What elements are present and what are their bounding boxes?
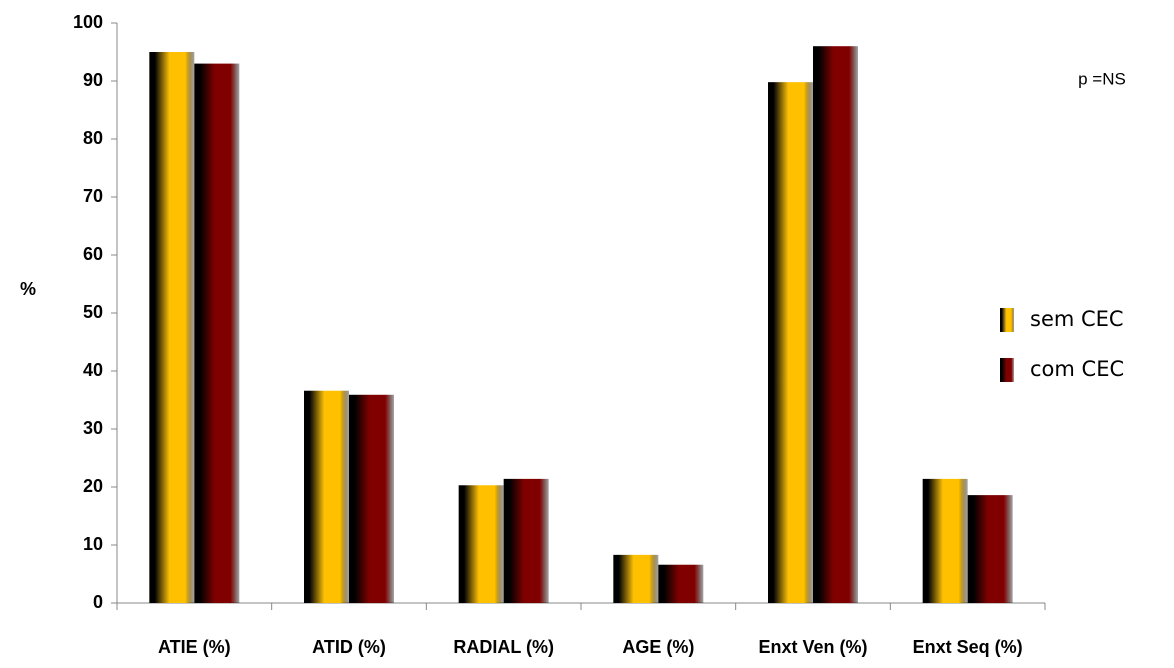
legend-label: sem CEC — [1030, 307, 1124, 331]
bar — [149, 52, 195, 603]
legend-label: com CEC — [1030, 357, 1124, 381]
bar — [967, 495, 1013, 603]
x-tick-label: RADIAL (%) — [453, 637, 554, 657]
y-tick-label: 0 — [93, 592, 103, 612]
bar — [813, 46, 858, 603]
y-tick-label: 40 — [83, 360, 103, 380]
y-tick-label: 70 — [83, 186, 103, 206]
y-tick-label: 20 — [83, 476, 103, 496]
bar — [922, 478, 968, 603]
x-tick-label: Enxt Ven (%) — [758, 637, 867, 657]
legend-swatch — [1000, 308, 1014, 332]
y-tick-label: 30 — [83, 418, 103, 438]
bar — [349, 394, 394, 603]
y-tick-label: 60 — [83, 244, 103, 264]
bar — [304, 390, 349, 603]
y-tick-label: 80 — [83, 128, 103, 148]
bar — [768, 82, 813, 603]
x-tick-label: Enxt Seq (%) — [913, 637, 1023, 657]
bar — [194, 63, 240, 604]
y-tick-label: 10 — [83, 534, 103, 554]
y-tick-label: 90 — [83, 70, 103, 90]
bar — [613, 554, 659, 603]
y-tick-label: 100 — [73, 12, 103, 32]
x-tick-label: AGE (%) — [622, 637, 694, 657]
x-tick-label: ATID (%) — [312, 637, 386, 657]
x-tick-label: ATIE (%) — [158, 637, 231, 657]
annotation: p =NS — [1078, 69, 1126, 88]
y-tick-label: 50 — [83, 302, 103, 322]
bar — [658, 564, 704, 603]
legend-swatch — [1000, 358, 1014, 382]
y-axis-label: % — [20, 279, 36, 299]
bar — [503, 478, 549, 603]
bar — [458, 485, 504, 603]
